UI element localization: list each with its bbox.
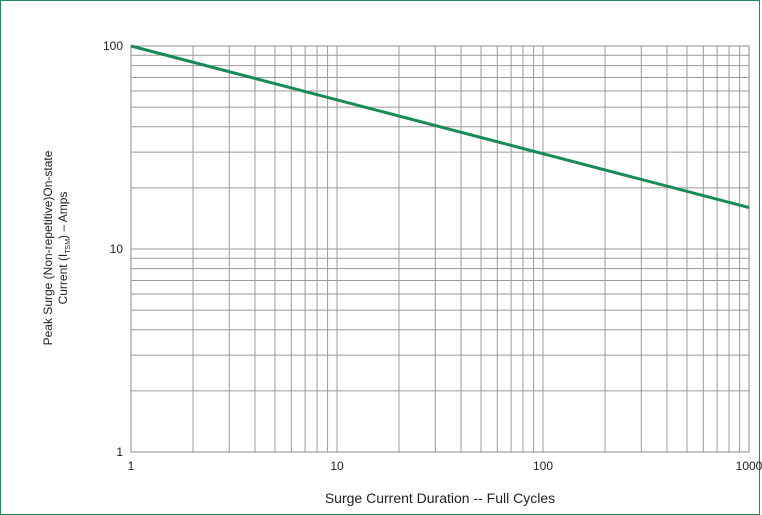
y-tick-label: 1 <box>116 445 123 459</box>
grid-lines <box>130 46 749 453</box>
plot-border <box>130 45 750 453</box>
y-axis-title: Peak Surge (Non-repetitive)On-state Curr… <box>41 150 72 345</box>
y-tick-label: 10 <box>110 242 124 256</box>
x-tick-label: 1 <box>128 459 135 473</box>
tick-labels: 1 10 100 1000 1 10 100 <box>103 39 762 473</box>
y-axis-title-subscript: TSM <box>65 239 72 254</box>
y-tick-label: 100 <box>103 39 123 53</box>
y-axis-title-suffix: ) – Amps <box>56 192 70 239</box>
series-layer <box>130 44 750 210</box>
y-axis-title-line1: Peak Surge (Non-repetitive)On-state <box>41 150 55 345</box>
y-axis-title-prefix: Current (I <box>56 254 70 305</box>
x-axis-title: Surge Current Duration -- Full Cycles <box>325 490 555 506</box>
x-tick-label: 100 <box>533 459 553 473</box>
series-line <box>130 44 750 210</box>
x-tick-label: 1000 <box>736 459 762 473</box>
y-axis-title-line2: Current (ITSM) – Amps <box>56 192 72 305</box>
x-tick-label: 10 <box>330 459 344 473</box>
